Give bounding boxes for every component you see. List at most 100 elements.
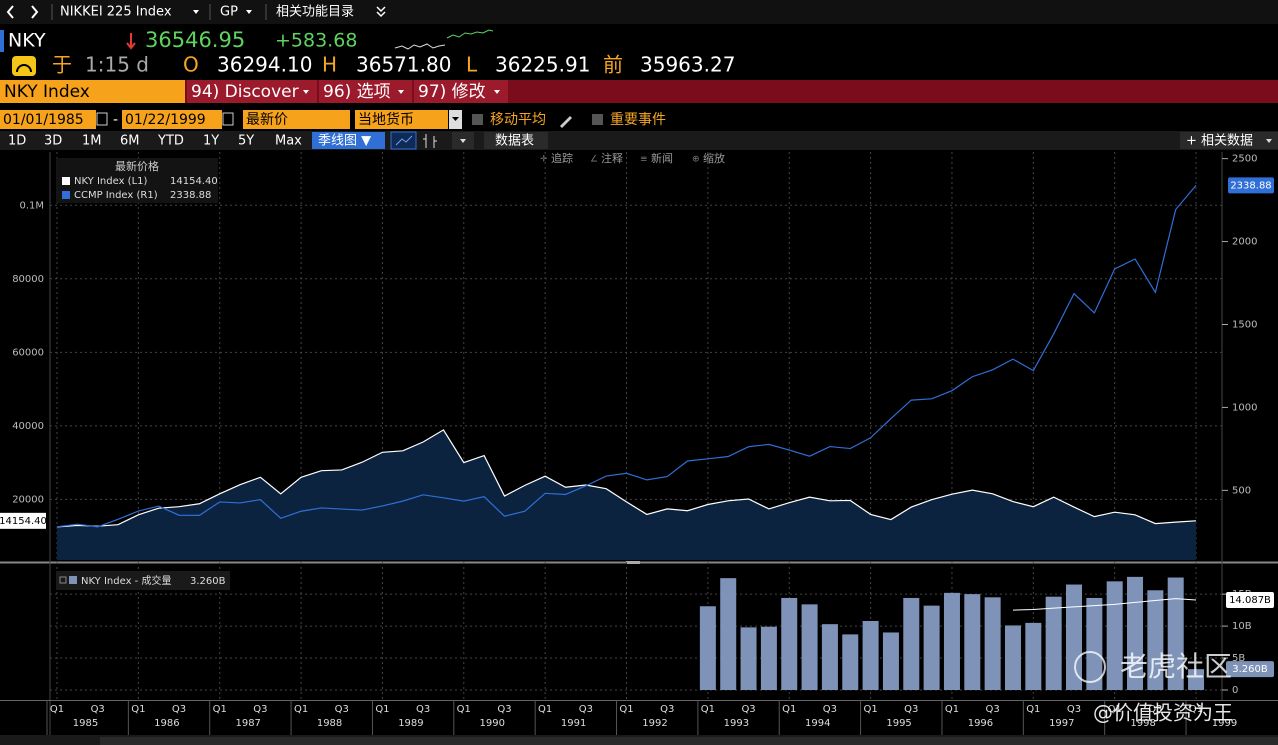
chart-style[interactable]: 季线图 ▼ (318, 134, 371, 149)
currency[interactable]: 当地货币 (358, 111, 414, 128)
x-tick-label: Q1 (457, 704, 471, 715)
range-button[interactable]: Max (275, 134, 302, 149)
ticker-marker (0, 30, 4, 52)
forward-button[interactable] (31, 5, 39, 19)
end-date[interactable]: 01/22/1999 (125, 112, 206, 128)
chart-style-button[interactable] (312, 132, 385, 149)
x-tick-label: Q1 (945, 704, 959, 715)
security-name[interactable]: NIKKEI 225 Index (60, 5, 172, 20)
x-tick-label: Q3 (172, 704, 186, 715)
bar (923, 605, 940, 690)
related-data-box[interactable] (1180, 132, 1278, 149)
bar (801, 604, 818, 690)
related-data[interactable]: + 相关数据 (1186, 134, 1253, 149)
x-tick-label: Q3 (91, 704, 105, 715)
calendar-icon[interactable] (222, 112, 234, 126)
field[interactable]: 最新价 (246, 112, 288, 128)
y2-tick-label: 1000 (1232, 402, 1257, 413)
y-tick-label: 20000 (12, 494, 44, 505)
x-tick-label: Q3 (823, 704, 837, 715)
table-button[interactable]: 数据表 (495, 134, 534, 149)
scrollbar[interactable] (100, 737, 1278, 745)
legend-collapse[interactable] (59, 576, 67, 584)
chart-tool[interactable]: 注释 (601, 151, 623, 165)
clock-icon-face (16, 64, 32, 73)
currency-box[interactable] (355, 110, 448, 129)
dropdown-arrow (246, 10, 252, 14)
range-button[interactable]: 3D (44, 134, 62, 149)
plots: 1985 1986 1987 1988 1989 1990 1991 1992 1993 1994… (0, 152, 1274, 735)
range-button[interactable]: 5Y (238, 134, 254, 149)
chart-tool[interactable]: 新闻 (651, 151, 673, 165)
dropdown-arrow (1266, 139, 1272, 143)
bar-icon[interactable] (423, 134, 437, 148)
tab-label[interactable]: NKY Index (4, 82, 90, 102)
chart-tool[interactable]: 缩放 (703, 151, 725, 165)
x-tick-label: Q3 (497, 704, 511, 715)
tab[interactable] (319, 80, 412, 103)
legend (56, 158, 218, 203)
x-tick-label: Q1 (863, 704, 877, 715)
range-button[interactable]: 1M (82, 134, 102, 149)
field-box[interactable] (243, 110, 350, 129)
range-button[interactable]: 6M (120, 134, 140, 149)
tab-label[interactable]: 96) 选项 (323, 82, 391, 102)
ticker: NKY (8, 30, 46, 52)
start-date[interactable]: 01/01/1985 (3, 112, 84, 128)
date-separator: - (113, 112, 118, 128)
area (57, 429, 1197, 560)
bar (1086, 597, 1103, 690)
chart-tool-icon: ⊕ (692, 155, 700, 165)
legend-value: 3.260B (190, 576, 226, 587)
x-tick-label: Q3 (579, 704, 593, 715)
range-button[interactable]: 1D (8, 134, 26, 149)
x-tick-label: Q1 (1189, 704, 1203, 715)
legend-label: NKY Index (L1) (74, 176, 148, 187)
calendar-icon[interactable] (96, 112, 108, 126)
checkbox[interactable] (592, 114, 603, 125)
dropdown-arrow (494, 90, 500, 94)
tab[interactable] (414, 80, 508, 103)
bar (984, 597, 1001, 690)
x-year-label: 1987 (235, 718, 260, 729)
bar (821, 624, 838, 690)
last-value: 2338.88 (1230, 180, 1271, 191)
x-tick-label: Q1 (50, 704, 64, 715)
events[interactable]: 重要事件 (610, 112, 666, 128)
change: +583.68 (275, 30, 357, 52)
pencil-icon[interactable] (560, 116, 572, 128)
function-code[interactable]: GP (220, 5, 238, 20)
bar (943, 592, 960, 690)
security-tab[interactable] (0, 80, 185, 103)
prev-label: 前 (603, 53, 623, 77)
back-button[interactable] (6, 5, 14, 19)
x-tick-label: Q3 (1067, 704, 1081, 715)
divider-handle[interactable] (626, 561, 640, 564)
x-year-label: 1995 (886, 718, 911, 729)
end-date-box[interactable] (122, 110, 222, 129)
x-tick-label: Q1 (782, 704, 796, 715)
tab-label[interactable]: 94) Discover (191, 82, 299, 102)
moving-average[interactable]: 移动平均 (490, 112, 546, 128)
time: 1:15 d (85, 53, 149, 77)
tab-label[interactable]: 97) 修改 (418, 82, 486, 102)
x-tick-label: Q3 (741, 704, 755, 715)
tab[interactable] (187, 80, 317, 103)
bar (1188, 669, 1205, 690)
high-label: H (322, 53, 337, 77)
chart-tool-icon: ✛ (540, 155, 548, 165)
range-button[interactable]: 1Y (203, 134, 219, 149)
dropdown-arrow (460, 139, 466, 143)
range-button[interactable]: YTD (157, 134, 184, 149)
menu[interactable]: 相关功能目录 (276, 5, 354, 20)
chart-tool[interactable]: 追踪 (551, 151, 573, 165)
bar (1045, 596, 1062, 690)
y-tick-label: 0.1M (19, 200, 44, 211)
last-value-box (0, 512, 46, 529)
checkbox[interactable] (472, 114, 483, 125)
x-tick-label: Q1 (131, 704, 145, 715)
table-button-box[interactable] (484, 132, 548, 149)
bar (760, 626, 777, 690)
x-tick-label: Q3 (253, 704, 267, 715)
start-date-box[interactable] (0, 110, 96, 129)
